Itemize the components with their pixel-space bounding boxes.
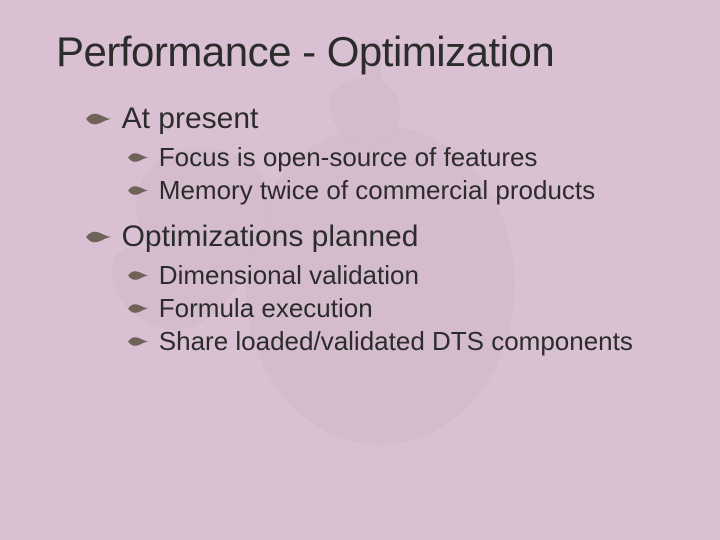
bullet-level1: At present xyxy=(86,102,664,136)
slide-content: Performance - Optimization At present Fo… xyxy=(0,0,720,357)
bullet-level2-text: Dimensional validation xyxy=(159,260,419,291)
bullet-level1-text: At present xyxy=(122,102,259,136)
bullet-level2: Dimensional validation xyxy=(128,260,664,291)
slide-title: Performance - Optimization xyxy=(56,28,664,76)
bullet-level1-text: Optimizations planned xyxy=(122,220,419,254)
slide: Performance - Optimization At present Fo… xyxy=(0,0,720,540)
wing-bullet-icon xyxy=(128,151,149,164)
bullet-level2-text: Formula execution xyxy=(159,293,373,324)
bullet-group: Optimizations planned Dimensional valida… xyxy=(56,220,664,357)
bullet-level2-text: Memory twice of commercial products xyxy=(159,175,595,206)
wing-bullet-icon xyxy=(128,335,149,348)
bullet-level2: Share loaded/validated DTS components xyxy=(128,326,664,357)
slide-body: At present Focus is open-source of featu… xyxy=(56,102,664,357)
wing-bullet-icon xyxy=(86,111,112,127)
bullet-level2: Focus is open-source of features xyxy=(128,142,664,173)
wing-bullet-icon xyxy=(128,184,149,197)
wing-bullet-icon xyxy=(128,269,149,282)
bullet-group: At present Focus is open-source of featu… xyxy=(56,102,664,206)
bullet-level2: Formula execution xyxy=(128,293,664,324)
bullet-level2-text: Focus is open-source of features xyxy=(159,142,538,173)
bullet-level2-text: Share loaded/validated DTS components xyxy=(159,326,633,357)
wing-bullet-icon xyxy=(128,302,149,315)
bullet-level1: Optimizations planned xyxy=(86,220,664,254)
bullet-level2: Memory twice of commercial products xyxy=(128,175,664,206)
wing-bullet-icon xyxy=(86,229,112,245)
